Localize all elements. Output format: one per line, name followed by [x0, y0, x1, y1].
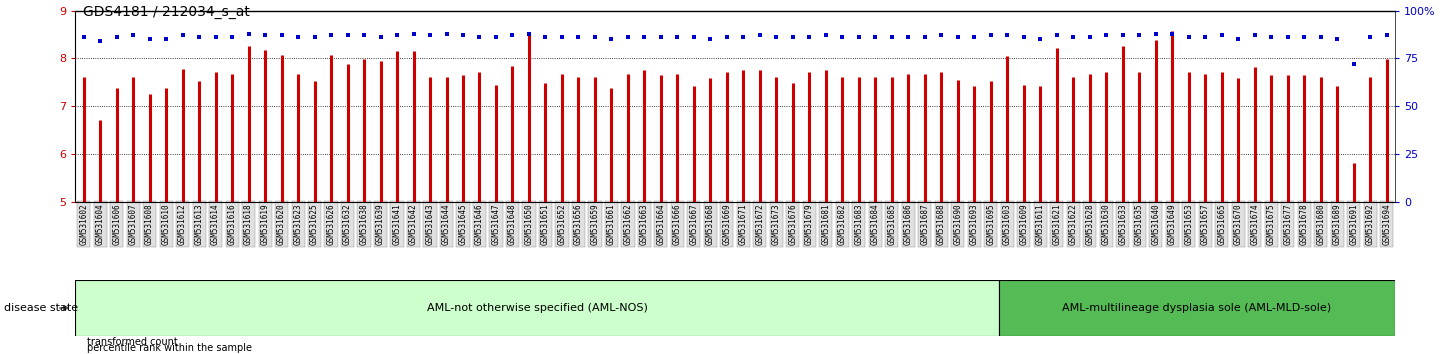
Point	[500, 33, 523, 38]
Point	[583, 35, 606, 40]
Point	[1243, 33, 1266, 38]
Text: disease state: disease state	[4, 303, 78, 313]
Point	[798, 35, 821, 40]
Point	[699, 36, 722, 42]
Text: percentile rank within the sample: percentile rank within the sample	[87, 343, 252, 353]
Point	[368, 35, 392, 40]
Point	[683, 35, 706, 40]
Point	[600, 36, 624, 42]
Point	[270, 33, 293, 38]
Point	[303, 35, 326, 40]
Point	[815, 33, 838, 38]
Point	[104, 35, 128, 40]
Point	[171, 33, 194, 38]
Point	[715, 35, 738, 40]
Point	[963, 35, 986, 40]
Point	[484, 35, 507, 40]
Point	[847, 35, 870, 40]
Text: AML-multilineage dysplasia sole (AML-MLD-sole): AML-multilineage dysplasia sole (AML-MLD…	[1063, 303, 1331, 313]
Point	[567, 35, 590, 40]
Point	[1211, 33, 1234, 38]
Point	[468, 35, 492, 40]
Point	[1028, 36, 1051, 42]
Point	[1276, 35, 1299, 40]
Point	[187, 35, 210, 40]
Point	[732, 35, 755, 40]
Point	[616, 35, 639, 40]
Point	[155, 36, 178, 42]
Point	[518, 31, 541, 36]
Point	[88, 38, 112, 44]
Point	[1227, 36, 1250, 42]
Text: transformed count: transformed count	[87, 337, 178, 347]
Point	[254, 33, 277, 38]
Point	[1292, 35, 1315, 40]
Point	[914, 35, 937, 40]
Point	[1177, 35, 1201, 40]
Point	[386, 33, 409, 38]
Point	[1079, 35, 1102, 40]
Point	[1160, 31, 1183, 36]
Text: AML-not otherwise specified (AML-NOS): AML-not otherwise specified (AML-NOS)	[426, 303, 648, 313]
Point	[551, 35, 574, 40]
Text: GDS4181 / 212034_s_at: GDS4181 / 212034_s_at	[83, 5, 249, 19]
Point	[1045, 33, 1069, 38]
Point	[1325, 36, 1348, 42]
Point	[632, 35, 655, 40]
Point	[287, 35, 310, 40]
Point	[979, 33, 1002, 38]
Point	[419, 33, 442, 38]
Point	[1375, 33, 1398, 38]
Point	[748, 33, 771, 38]
Point	[435, 31, 458, 36]
Point	[72, 35, 96, 40]
Point	[831, 35, 854, 40]
Point	[880, 35, 903, 40]
Point	[1359, 35, 1382, 40]
Point	[864, 35, 887, 40]
Point	[650, 35, 673, 40]
Point	[220, 35, 244, 40]
Point	[204, 35, 228, 40]
Point	[1193, 35, 1217, 40]
Point	[782, 35, 805, 40]
Point	[122, 33, 145, 38]
Point	[336, 33, 360, 38]
Point	[138, 36, 161, 42]
Bar	[999, 280, 1395, 336]
Point	[1111, 33, 1134, 38]
Point	[1260, 35, 1283, 40]
Point	[1343, 61, 1366, 67]
Point	[1309, 35, 1333, 40]
Point	[666, 35, 689, 40]
Point	[947, 35, 970, 40]
Point	[1061, 35, 1085, 40]
Point	[1144, 31, 1167, 36]
Point	[534, 35, 557, 40]
Point	[896, 35, 919, 40]
Point	[352, 33, 376, 38]
Bar	[75, 280, 999, 336]
Point	[929, 33, 953, 38]
Point	[996, 33, 1019, 38]
Point	[319, 33, 342, 38]
Point	[764, 35, 787, 40]
Point	[1012, 35, 1035, 40]
Point	[451, 33, 474, 38]
Point	[1128, 33, 1151, 38]
Point	[402, 31, 425, 36]
Point	[1095, 33, 1118, 38]
Point	[236, 31, 260, 36]
